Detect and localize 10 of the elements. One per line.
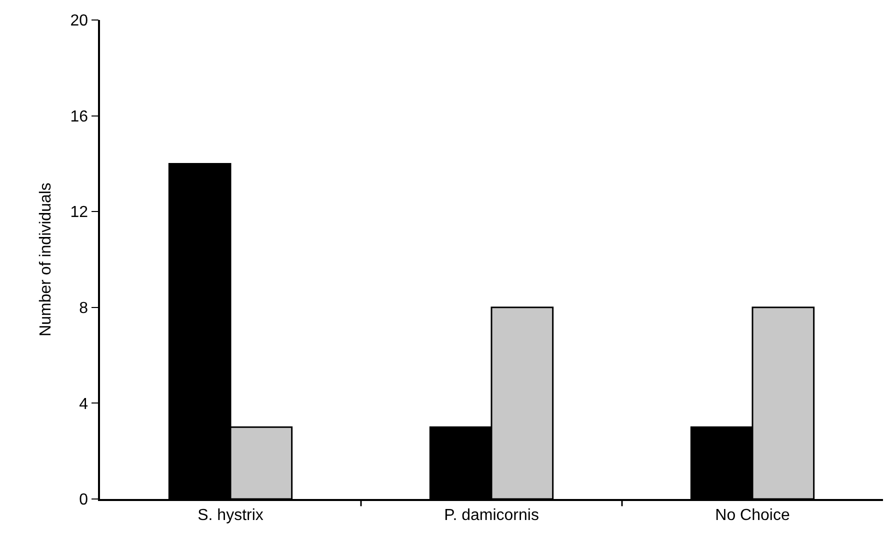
y-tick-label: 12: [70, 204, 88, 222]
y-tick-label: 16: [70, 108, 88, 126]
x-tick-label: P. damicornis: [444, 506, 539, 524]
x-tick-label: No Choice: [715, 506, 790, 524]
x-tick-label: S. hystrix: [198, 506, 264, 524]
y-tick-label: 20: [70, 12, 88, 30]
y-tick-label: 8: [79, 300, 88, 317]
y-tick-label: 0: [79, 492, 88, 509]
y-axis-title: Number of individuals: [38, 182, 55, 336]
y-tick-label: 4: [79, 396, 88, 413]
